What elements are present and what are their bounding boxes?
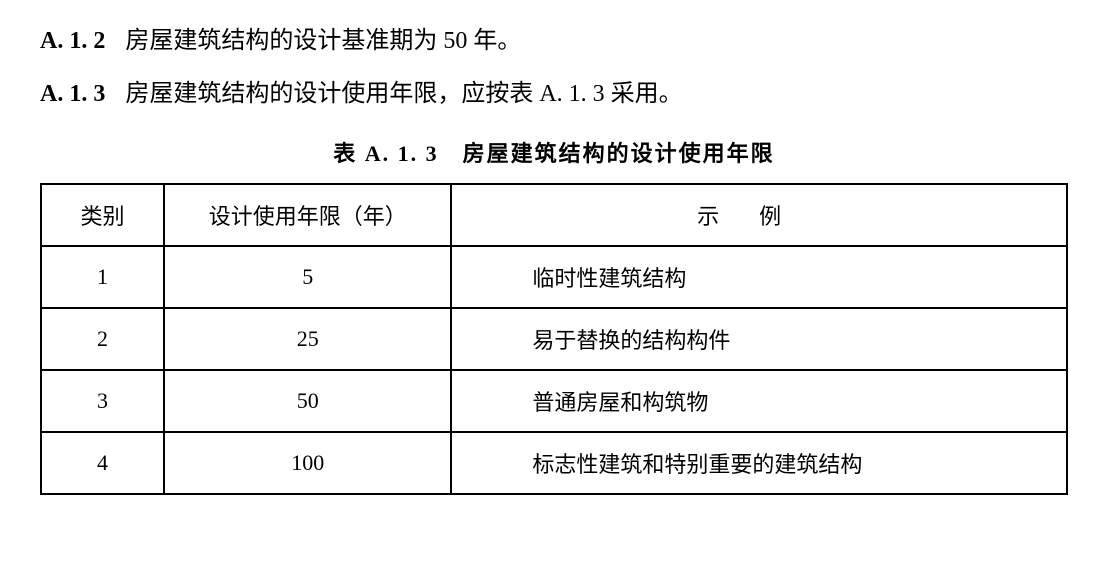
clause-text: 房屋建筑结构的设计使用年限，应按表 A. 1. 3 采用。 xyxy=(125,73,1068,116)
table-row: 4 100 标志性建筑和特别重要的建筑结构 xyxy=(41,432,1067,494)
cell-category: 3 xyxy=(41,370,164,432)
col-header-example: 示例 xyxy=(451,184,1067,246)
cell-example: 普通房屋和构筑物 xyxy=(451,370,1067,432)
clause-number: A. 1. 3 xyxy=(40,73,105,116)
cell-years: 50 xyxy=(164,370,451,432)
col-header-years: 设计使用年限（年） xyxy=(164,184,451,246)
cell-example: 临时性建筑结构 xyxy=(451,246,1067,308)
clause-a12: A. 1. 2 房屋建筑结构的设计基准期为 50 年。 xyxy=(40,20,1068,63)
clause-number: A. 1. 2 xyxy=(40,20,105,63)
cell-example: 标志性建筑和特别重要的建筑结构 xyxy=(451,432,1067,494)
cell-category: 1 xyxy=(41,246,164,308)
cell-years: 25 xyxy=(164,308,451,370)
design-life-table: 类别 设计使用年限（年） 示例 1 5 临时性建筑结构 2 25 易于替换的结构… xyxy=(40,183,1068,495)
cell-category: 4 xyxy=(41,432,164,494)
cell-category: 2 xyxy=(41,308,164,370)
clause-a13: A. 1. 3 房屋建筑结构的设计使用年限，应按表 A. 1. 3 采用。 xyxy=(40,73,1068,116)
cell-years: 5 xyxy=(164,246,451,308)
table-row: 1 5 临时性建筑结构 xyxy=(41,246,1067,308)
cell-example: 易于替换的结构构件 xyxy=(451,308,1067,370)
table-caption: 表 A. 1. 3 房屋建筑结构的设计使用年限 xyxy=(40,136,1068,168)
table-header-row: 类别 设计使用年限（年） 示例 xyxy=(41,184,1067,246)
clause-text: 房屋建筑结构的设计基准期为 50 年。 xyxy=(125,20,1068,63)
table-row: 2 25 易于替换的结构构件 xyxy=(41,308,1067,370)
cell-years: 100 xyxy=(164,432,451,494)
col-header-category: 类别 xyxy=(41,184,164,246)
table-row: 3 50 普通房屋和构筑物 xyxy=(41,370,1067,432)
